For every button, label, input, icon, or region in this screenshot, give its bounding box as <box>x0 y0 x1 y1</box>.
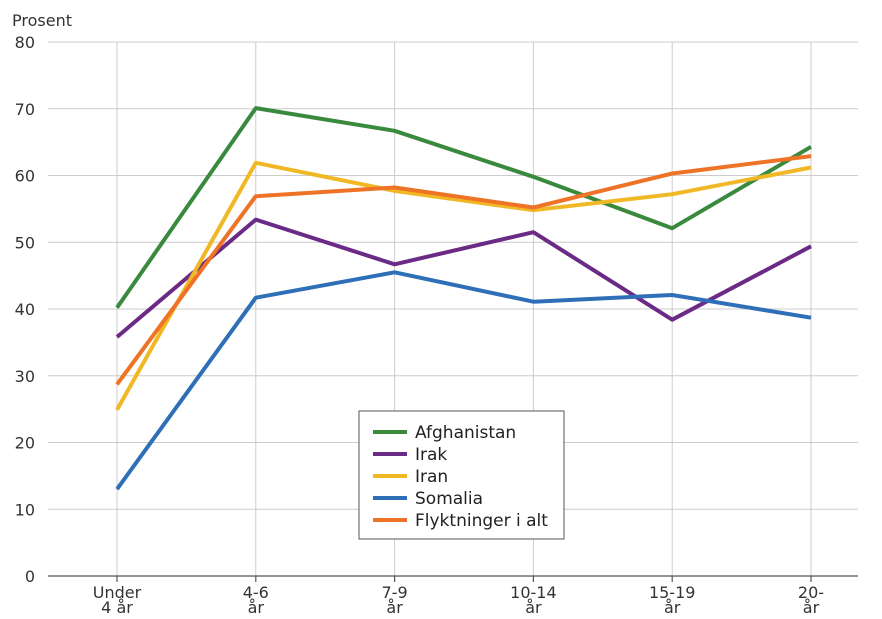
y-tick-label: 50 <box>15 233 35 252</box>
x-tick-label: 4-6 år <box>243 583 269 617</box>
legend-label: Afghanistan <box>415 423 516 443</box>
y-tick-label: 40 <box>15 300 35 319</box>
axes <box>48 575 858 582</box>
x-tick-label: 15-19 år <box>649 583 696 617</box>
legend-label: Flyktninger i alt <box>415 511 548 531</box>
series-line-iran <box>115 160 812 411</box>
legend-label: Iran <box>415 467 448 487</box>
axis-labels: 0 10 20 30 40 50 60 70 80 Prosent Under 4 år 4-6 år 7-… <box>12 11 824 617</box>
legend-label: Somalia <box>415 489 483 509</box>
series-lines <box>115 106 813 491</box>
series-line-flyktninger-i-alt <box>115 154 812 386</box>
x-tick-label: Under 4 år <box>93 583 142 617</box>
y-tick-label: 60 <box>15 167 35 186</box>
y-tick-label: 20 <box>15 434 35 453</box>
y-tick-label: 0 <box>25 567 35 586</box>
x-tick-label: 20-år <box>798 583 824 617</box>
x-tick-label: 10-14 år <box>510 583 557 617</box>
legend-label: Irak <box>415 445 447 465</box>
x-tick-label: 7-9 år <box>382 583 408 617</box>
y-tick-label: 30 <box>15 367 35 386</box>
series-line-afghanistan <box>115 106 813 309</box>
series-line-somalia <box>115 270 812 491</box>
y-tick-label: 70 <box>15 100 35 119</box>
y-tick-label: 80 <box>15 33 35 52</box>
y-tick-label: 10 <box>15 500 35 519</box>
y-axis-label: Prosent <box>12 11 72 30</box>
series-line-irak <box>115 217 812 339</box>
